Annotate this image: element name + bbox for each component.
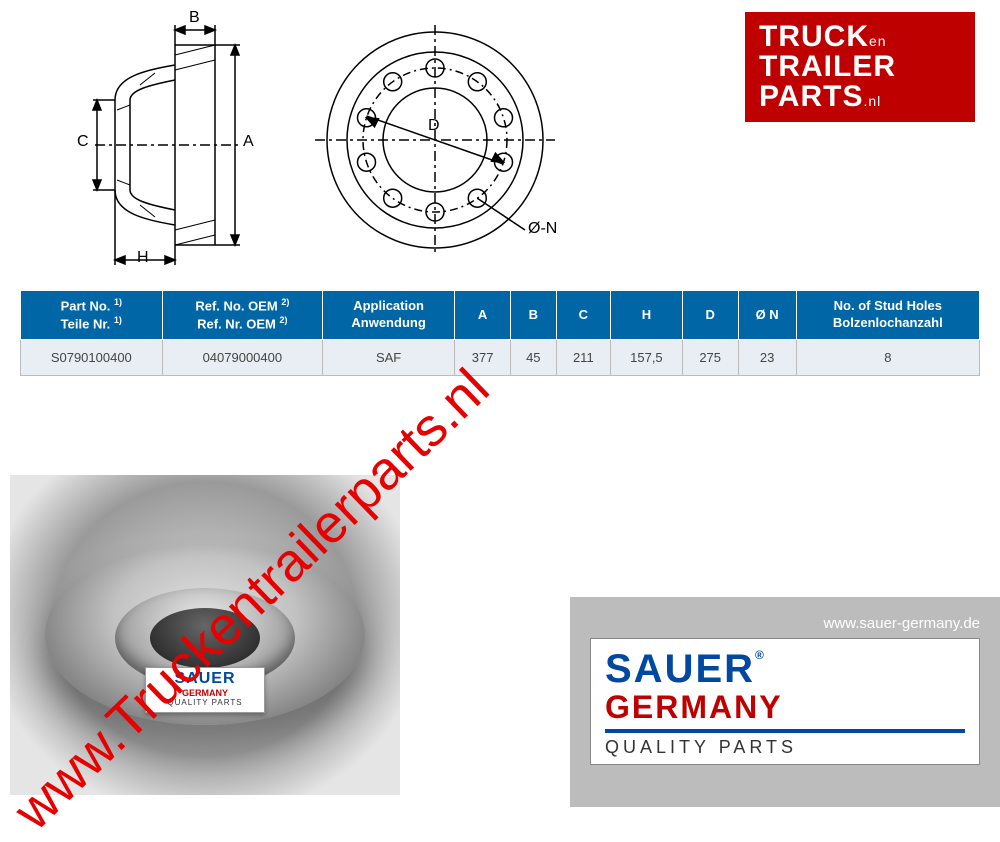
ttp-line1: TRUCKen: [759, 20, 961, 54]
spec-table: Part No. 1) Teile Nr. 1) Ref. No. OEM 2)…: [20, 290, 980, 376]
ttp-nl: .nl: [863, 93, 881, 109]
col-D: D: [682, 291, 738, 340]
col-partno: Part No. 1) Teile Nr. 1): [21, 291, 163, 340]
cell-app: SAF: [323, 340, 455, 376]
cell-C: 211: [556, 340, 611, 376]
col-B: B: [511, 291, 556, 340]
ttp-line3: PARTS.nl: [759, 80, 961, 114]
badge-country: GERMANY: [146, 688, 264, 698]
dim-label-A: A: [243, 133, 254, 151]
dim-label-D: D: [428, 117, 440, 135]
table-row: S0790100400 04079000400 SAF 377 45 211 1…: [21, 340, 980, 376]
dim-label-B: B: [189, 9, 200, 27]
col-ON: Ø N: [738, 291, 796, 340]
table-header-row: Part No. 1) Teile Nr. 1) Ref. No. OEM 2)…: [21, 291, 980, 340]
product-photo: SAUER GERMANY QUALITY PARTS: [10, 475, 400, 795]
dim-label-ON: Ø-N: [528, 220, 557, 238]
col-A: A: [455, 291, 511, 340]
ttp-logo: TRUCKen TRAILER PARTS.nl: [745, 12, 975, 122]
cell-H: 157,5: [611, 340, 683, 376]
disc-bore: [150, 608, 260, 668]
ttp-parts: PARTS: [759, 80, 863, 113]
ttp-trailer: TRAILER: [759, 50, 961, 84]
sauer-url: www.sauer-germany.de: [590, 615, 980, 632]
cell-A: 377: [455, 340, 511, 376]
sauer-logo: SAUER® GERMANY QUALITY PARTS: [590, 638, 980, 765]
col-app: ApplicationAnwendung: [323, 291, 455, 340]
sauer-qp: QUALITY PARTS: [605, 737, 965, 758]
badge-qp: QUALITY PARTS: [146, 698, 264, 707]
photo-badge: SAUER GERMANY QUALITY PARTS: [145, 667, 265, 713]
sauer-country: GERMANY: [605, 691, 965, 723]
sauer-bar: [605, 729, 965, 733]
cell-D: 275: [682, 340, 738, 376]
cell-partno: S0790100400: [21, 340, 163, 376]
sauer-box: www.sauer-germany.de SAUER® GERMANY QUAL…: [570, 597, 1000, 807]
col-refno: Ref. No. OEM 2) Ref. Nr. OEM 2): [162, 291, 322, 340]
ttp-en: en: [869, 33, 887, 49]
badge-brand: SAUER: [146, 670, 264, 688]
cell-ON: 23: [738, 340, 796, 376]
ttp-truck: TRUCK: [759, 20, 869, 53]
col-H: H: [611, 291, 683, 340]
diagram-front-view: D Ø-N: [310, 20, 570, 265]
cell-stud: 8: [796, 340, 979, 376]
col-studholes: No. of Stud HolesBolzenlochanzahl: [796, 291, 979, 340]
dim-label-H: H: [137, 249, 149, 267]
diagram-side-view: B A C H: [75, 15, 255, 265]
dim-label-C: C: [77, 133, 89, 151]
disc-render: SAUER GERMANY QUALITY PARTS: [45, 545, 365, 725]
cell-B: 45: [511, 340, 556, 376]
col-C: C: [556, 291, 611, 340]
sauer-brand: SAUER®: [605, 649, 965, 689]
cell-refno: 04079000400: [162, 340, 322, 376]
